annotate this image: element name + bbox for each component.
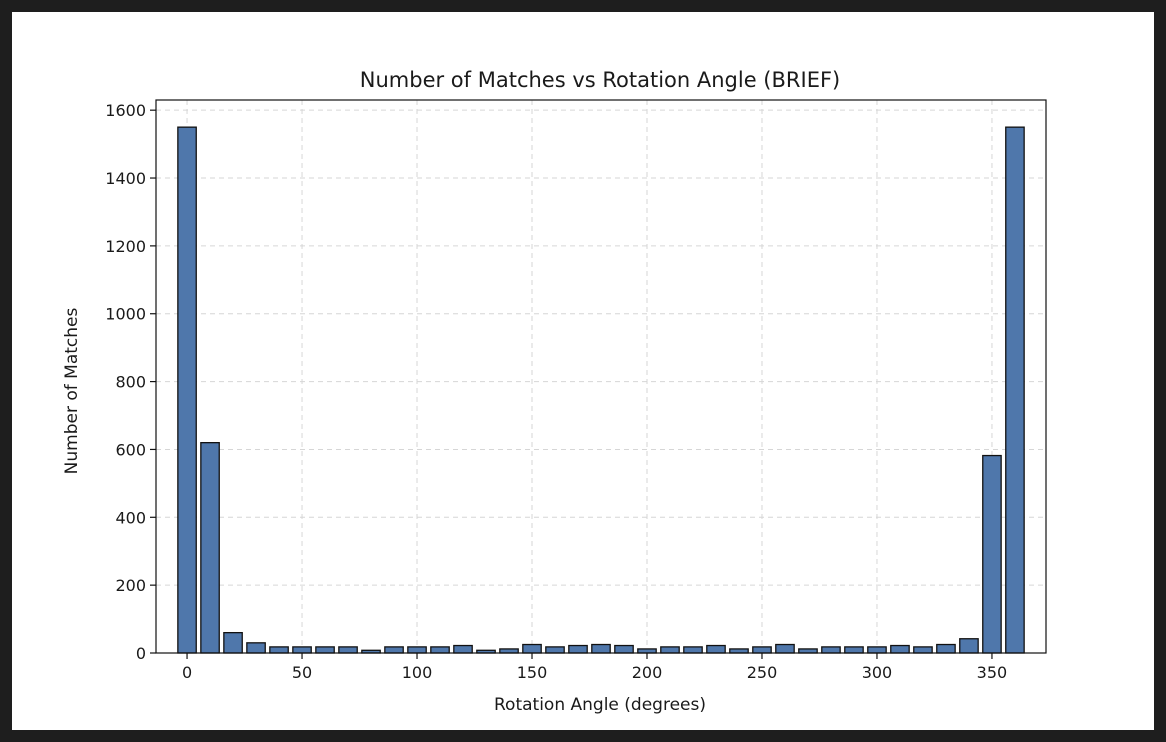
bar xyxy=(913,646,933,654)
bar xyxy=(269,646,289,654)
bar xyxy=(683,646,703,654)
grid xyxy=(156,100,1046,654)
y-tick-label: 200 xyxy=(115,576,146,595)
bar xyxy=(292,646,312,654)
y-tick-label: 600 xyxy=(115,440,146,459)
bar xyxy=(1005,126,1025,654)
y-tick-label: 1400 xyxy=(105,169,146,188)
bar xyxy=(430,646,450,654)
bar xyxy=(821,646,841,654)
x-tick-label: 50 xyxy=(292,663,312,682)
bar xyxy=(798,648,818,654)
bar xyxy=(982,454,1002,654)
bar xyxy=(890,644,910,654)
bar xyxy=(614,644,634,654)
bar xyxy=(775,643,795,654)
x-axis-label: Rotation Angle (degrees) xyxy=(494,695,706,715)
bar xyxy=(499,648,519,654)
bar xyxy=(338,646,358,654)
y-tick-label: 0 xyxy=(136,644,146,663)
bar xyxy=(591,643,611,654)
y-tick-label: 400 xyxy=(115,508,146,527)
bar xyxy=(729,648,749,654)
x-tick-label: 350 xyxy=(977,663,1008,682)
y-axis-ticks: 0 200 400 600 800 1000 1200 1400 1600 xyxy=(105,101,156,663)
bars xyxy=(177,126,1025,654)
figure: Number of Matches vs Rotation Angle (BRI… xyxy=(12,12,1154,730)
bar-chart: Number of Matches vs Rotation Angle (BRI… xyxy=(62,68,1047,715)
y-tick-label: 1200 xyxy=(105,237,146,256)
y-axis-label: Number of Matches xyxy=(62,308,82,475)
bar xyxy=(867,646,887,654)
bar xyxy=(246,642,266,654)
bar xyxy=(752,646,772,654)
y-tick-label: 1600 xyxy=(105,101,146,120)
x-tick-label: 300 xyxy=(862,663,893,682)
bar xyxy=(522,643,542,654)
x-tick-label: 100 xyxy=(402,663,433,682)
bar xyxy=(384,646,404,654)
x-tick-label: 200 xyxy=(632,663,663,682)
bar xyxy=(223,631,243,654)
bar xyxy=(315,646,335,654)
bar xyxy=(407,646,427,654)
x-tick-label: 250 xyxy=(747,663,778,682)
x-axis-ticks: 0 50 100 150 200 250 300 350 xyxy=(182,653,1007,682)
bar xyxy=(545,646,565,654)
chart-title: Number of Matches vs Rotation Angle (BRI… xyxy=(360,68,840,92)
bar xyxy=(568,644,588,654)
bar xyxy=(453,644,473,654)
bar xyxy=(200,442,220,654)
y-tick-label: 800 xyxy=(115,373,146,392)
bar xyxy=(936,643,956,654)
x-tick-label: 0 xyxy=(182,663,192,682)
bar xyxy=(637,648,657,654)
bar xyxy=(660,646,680,654)
bar xyxy=(706,644,726,654)
bar xyxy=(844,646,864,654)
bar xyxy=(177,126,197,654)
plot-frame xyxy=(155,99,1047,654)
bar xyxy=(959,638,979,654)
x-tick-label: 150 xyxy=(517,663,548,682)
y-tick-label: 1000 xyxy=(105,305,146,324)
